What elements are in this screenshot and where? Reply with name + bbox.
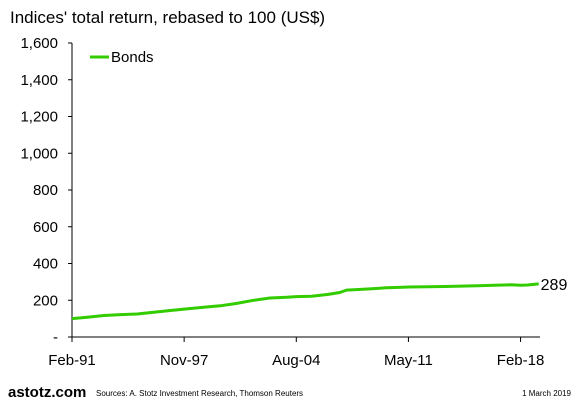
x-tick-label: Feb-18 bbox=[497, 352, 545, 369]
brand-logo: astotz.com bbox=[8, 384, 87, 401]
y-tick-label: 1,000 bbox=[20, 145, 58, 162]
x-tick-label: Feb-91 bbox=[48, 352, 96, 369]
report-date: 1 March 2019 bbox=[522, 389, 571, 398]
y-tick-label: 800 bbox=[33, 182, 58, 199]
line-chart: - 200 400 600 800 1,000 1,200 1,400 1,600 Feb-91 N… bbox=[20, 35, 568, 369]
y-tick-label: 1,600 bbox=[20, 35, 58, 52]
sources-note: Sources: A. Stotz Investment Research, T… bbox=[96, 389, 304, 398]
y-tick-label: 200 bbox=[33, 292, 58, 309]
x-tick-label: May-11 bbox=[384, 352, 433, 369]
y-tick-label: 1,400 bbox=[20, 72, 58, 89]
x-tick-label: Nov-97 bbox=[160, 352, 208, 369]
end-value-label: 289 bbox=[541, 277, 568, 294]
chart-title: Indices' total return, rebased to 100 (U… bbox=[10, 8, 326, 27]
x-tick-label: Aug-04 bbox=[272, 352, 320, 369]
y-tick-label: 400 bbox=[33, 256, 58, 273]
bonds-series-line bbox=[71, 282, 539, 321]
y-tick-label: - bbox=[53, 329, 58, 346]
legend-label: Bonds bbox=[111, 49, 154, 66]
y-tick-label: 600 bbox=[33, 219, 58, 236]
y-tick-label: 1,200 bbox=[20, 109, 58, 126]
